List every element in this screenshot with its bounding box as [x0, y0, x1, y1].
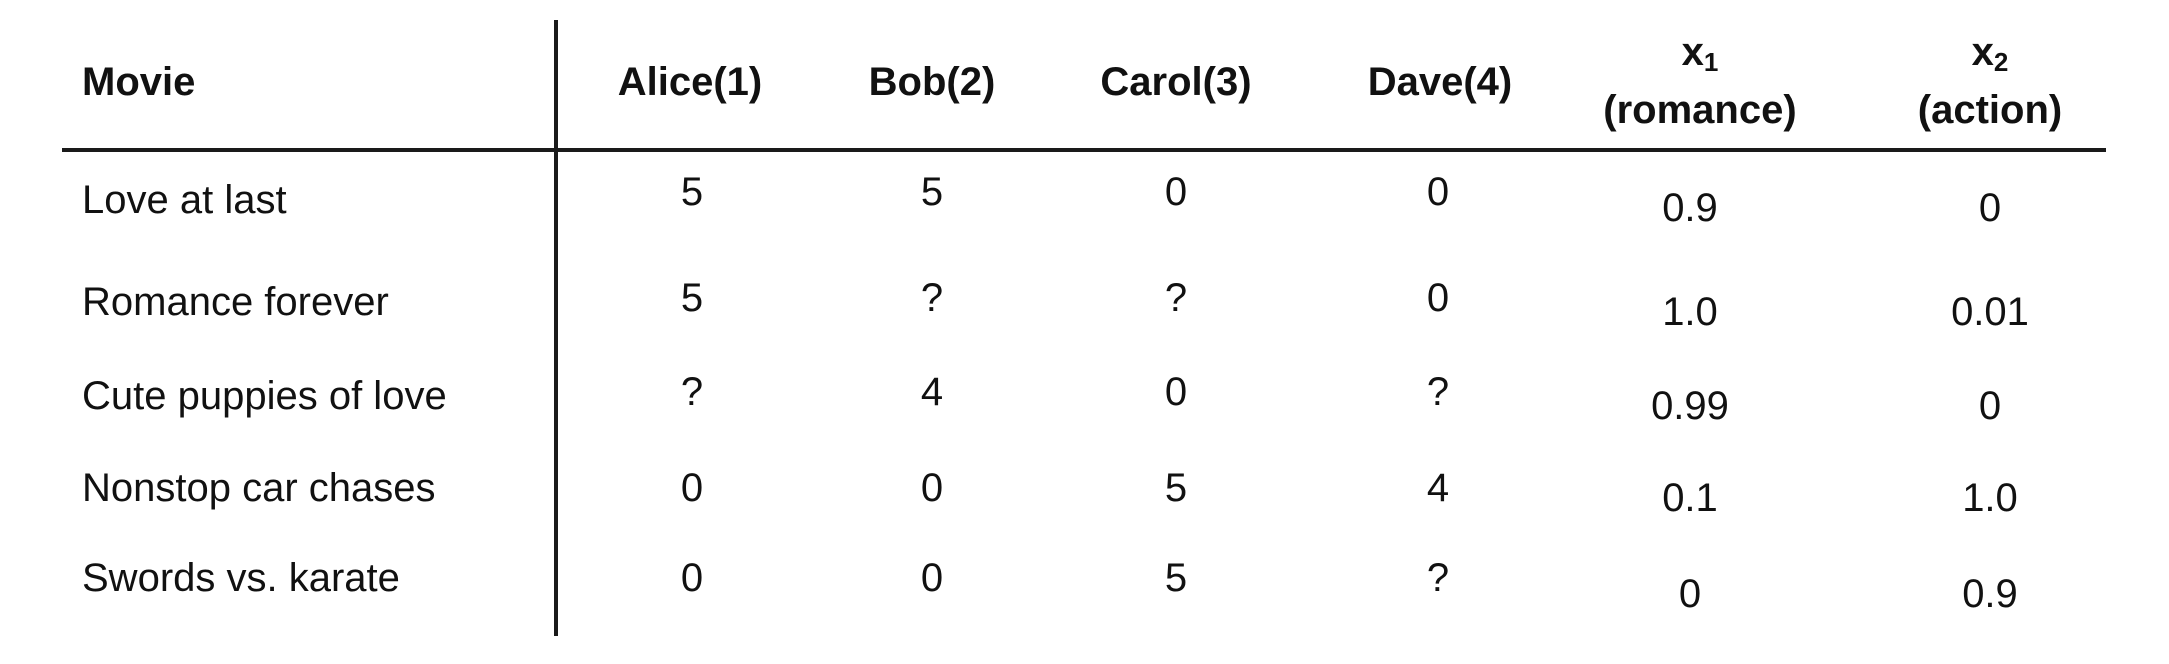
header-user-dave: Dave(4): [1367, 60, 1513, 104]
row-2-rating-carol: ?: [1164, 276, 1188, 320]
row-3-x2: 0: [1978, 384, 2002, 428]
row-2-movie: Romance forever: [82, 280, 389, 324]
row-1-x2: 0: [1978, 186, 2002, 230]
row-4-rating-alice: 0: [680, 466, 704, 510]
header-user-bob: Bob(2): [868, 60, 996, 104]
row-5-x2: 0.9: [1962, 572, 2018, 616]
row-2-x2: 0.01: [1951, 290, 2029, 334]
row-5-rating-carol: 5: [1164, 556, 1188, 600]
row-1-movie: Love at last: [82, 178, 287, 222]
row-5-movie: Swords vs. karate: [82, 556, 400, 600]
header-divider: [62, 148, 2106, 152]
row-5-rating-alice: 0: [680, 556, 704, 600]
header-user-alice: Alice(1): [617, 60, 763, 104]
header-movie: Movie: [82, 60, 196, 104]
row-3-rating-carol: 0: [1164, 370, 1188, 414]
header-x2-label: (action): [1917, 88, 2063, 132]
row-2-x1: 1.0: [1662, 290, 1718, 334]
header-x2-sub: 2: [1993, 47, 2009, 77]
row-1-rating-bob: 5: [920, 170, 944, 214]
row-1-x1: 0.9: [1662, 186, 1718, 230]
row-2-rating-alice: 5: [680, 276, 704, 320]
row-4-rating-carol: 5: [1164, 466, 1188, 510]
row-3-movie: Cute puppies of love: [82, 374, 447, 418]
header-x1-label: (romance): [1603, 88, 1797, 132]
row-3-rating-dave: ?: [1426, 370, 1450, 414]
header-x1-sub: 1: [1703, 47, 1719, 77]
row-4-rating-dave: 4: [1426, 466, 1450, 510]
row-5-rating-bob: 0: [920, 556, 944, 600]
row-5-x1: 0: [1678, 572, 1702, 616]
row-4-rating-bob: 0: [920, 466, 944, 510]
row-4-x2: 1.0: [1962, 476, 2018, 520]
row-1-rating-alice: 5: [680, 170, 704, 214]
row-3-rating-bob: 4: [920, 370, 944, 414]
row-3-x1: 0.99: [1651, 384, 1729, 428]
header-x1-var: x: [1681, 30, 1704, 74]
row-1-rating-dave: 0: [1426, 170, 1450, 214]
row-4-movie: Nonstop car chases: [82, 466, 436, 510]
header-x2: x2 (action): [1890, 28, 2090, 134]
row-3-rating-alice: ?: [680, 370, 704, 414]
row-4-x1: 0.1: [1662, 476, 1718, 520]
row-2-rating-dave: 0: [1426, 276, 1450, 320]
header-x2-var: x: [1971, 30, 1994, 74]
row-1-rating-carol: 0: [1164, 170, 1188, 214]
header-user-carol: Carol(3): [1100, 60, 1252, 104]
column-divider: [554, 20, 558, 636]
row-5-rating-dave: ?: [1426, 556, 1450, 600]
header-x1: x1 (romance): [1580, 28, 1820, 134]
row-2-rating-bob: ?: [920, 276, 944, 320]
